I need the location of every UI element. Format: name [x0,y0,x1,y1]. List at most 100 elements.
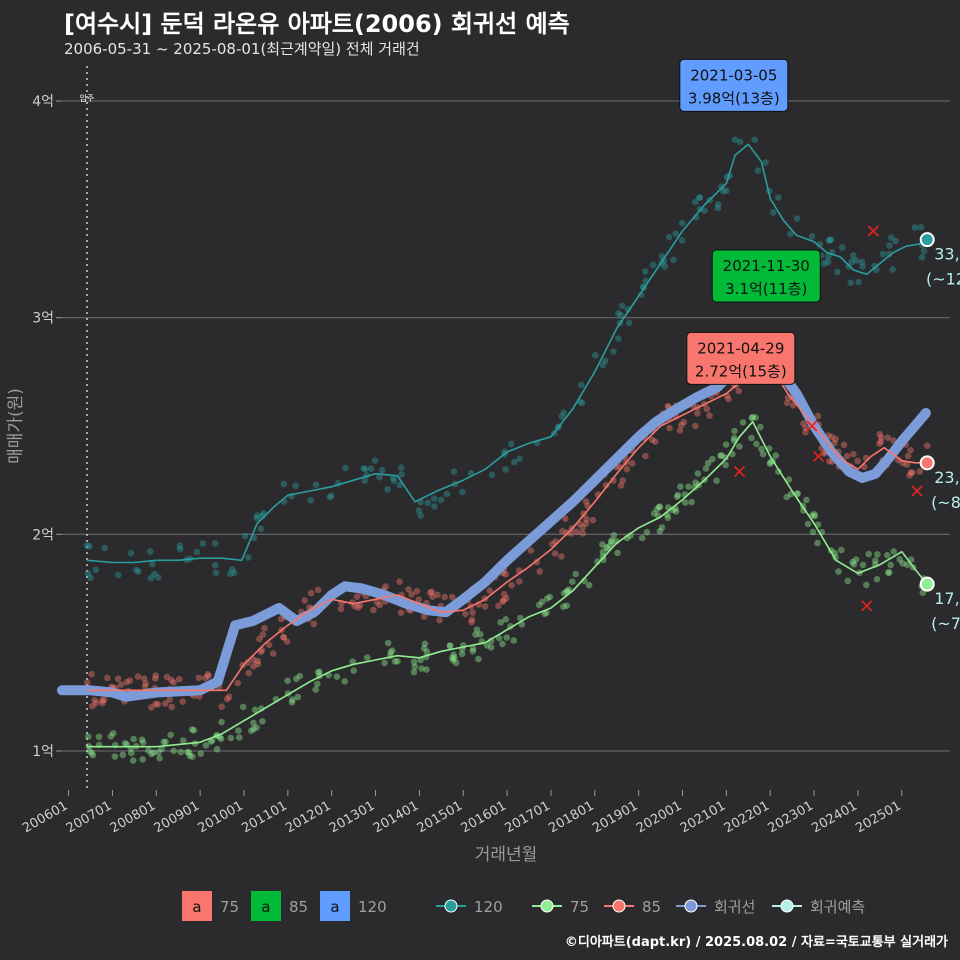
forecast-area: (~75㎡) [931,614,960,633]
legend-fill-key: a [261,898,270,916]
y-tick-label: 1억 [32,744,54,760]
transaction-point [714,204,722,212]
transaction-point [641,268,649,275]
transaction-point [503,634,511,641]
series-lines [57,143,931,748]
transaction-point [722,461,729,469]
transaction-point [202,742,210,749]
transaction-point [396,481,404,489]
transaction-point [759,450,767,458]
transaction-point [617,482,625,489]
transaction-point [420,645,428,652]
transaction-point [619,477,627,484]
transaction-point [517,614,524,622]
x-tick-label: 200601 [20,798,70,836]
transaction-point [218,718,225,726]
transaction-point [551,550,559,557]
transaction-point [725,395,732,403]
transaction-point [752,414,759,421]
transaction-point [661,263,668,270]
transaction-point [678,237,686,244]
transaction-point [923,442,931,450]
transaction-point [254,660,262,668]
transaction-point [312,686,320,693]
legend-line-label: 120 [474,898,503,916]
transaction-point [468,618,475,626]
transaction-point [649,436,656,444]
transaction-point [607,538,615,546]
transaction-point [638,534,646,542]
x-tick-label: 201201 [283,798,333,836]
transaction-point [527,547,535,554]
x-tick-label: 201801 [546,798,596,836]
transaction-point [312,481,320,489]
forecast-point [919,576,935,592]
max-label-box [711,249,821,303]
transaction-point [139,739,147,746]
transaction-point [650,510,658,517]
transaction-point [678,219,686,227]
transaction-point [680,418,688,426]
transaction-point [749,413,756,421]
transaction-point [229,566,236,573]
transaction-point [546,593,554,601]
forecast-area: (~120㎡) [926,270,960,289]
forecast-area: (~85㎡) [931,493,960,512]
transaction-point [363,654,371,661]
forecast-value: 23,255 [934,468,960,487]
transaction-point [677,483,684,491]
max-label-date: 2021-11-30 [723,257,810,275]
transaction-point [578,399,586,407]
transaction-point [615,309,622,317]
transaction-point [245,554,252,561]
transaction-point [382,583,389,590]
transaction-point [872,557,879,564]
transaction-point [141,683,149,690]
transaction-point [855,278,862,286]
transaction-point [475,655,482,663]
legend-line-dot [612,899,626,913]
transaction-point [230,569,238,577]
transaction-point [826,236,834,244]
transaction-point [469,645,477,652]
transaction-point [886,250,893,258]
transaction-point [373,599,381,606]
legend: a 75 a 85 a 120 120 75 85 회귀선 회귀예측 [182,891,865,921]
transaction-point [787,230,794,238]
transaction-point [629,460,636,467]
transaction-point [154,701,162,708]
transaction-point [543,595,551,602]
transaction-point [653,506,661,513]
transaction-point [696,194,703,201]
canceled-mark [812,450,825,462]
transaction-point [388,647,396,654]
transaction-point [497,619,505,626]
transaction-point [396,578,403,585]
canceled-mark [733,465,746,478]
transaction-point [502,571,510,578]
x-tick-label: 202401 [809,798,859,836]
max-label-box [679,58,789,112]
transaction-point [852,257,860,264]
transaction-point [487,644,495,651]
transaction-point [130,735,137,743]
legend-line-dot [444,899,458,913]
transaction-point [486,587,494,594]
transaction-point [354,604,362,611]
transaction-point [384,486,391,493]
transaction-point [919,589,927,597]
x-tick-label: 202001 [634,798,684,836]
transaction-point [280,480,288,488]
transaction-point [516,455,523,463]
legend-fill-swatch [251,891,281,921]
transaction-point [451,654,458,662]
transaction-point [736,443,743,450]
transaction-point [195,674,203,682]
transaction-point [649,261,657,269]
transaction-point [585,581,593,589]
transaction-point [502,466,509,473]
transaction-point [731,434,738,442]
transaction-point [83,679,91,686]
transaction-point [225,693,233,701]
transaction-point [502,616,510,623]
